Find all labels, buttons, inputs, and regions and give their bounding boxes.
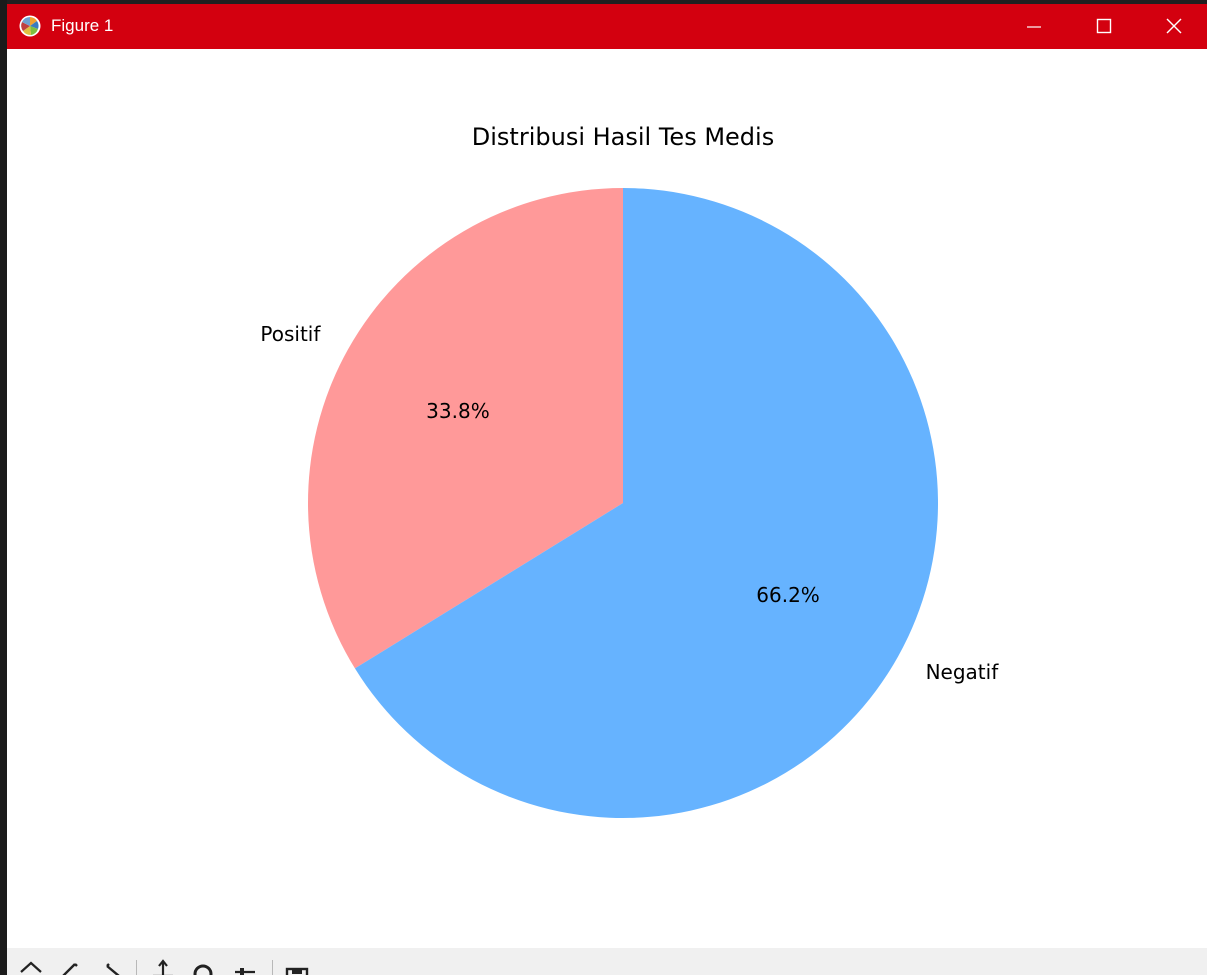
maximize-button[interactable] (1069, 4, 1139, 49)
slice-label-positif: Positif (260, 322, 321, 346)
slice-percent-negatif: 66.2% (756, 583, 820, 607)
slice-label-negatif: Negatif (926, 660, 1000, 684)
pie-chart: Distribusi Hasil Tes Medis Positif 33.8% N… (260, 123, 1000, 818)
pan-icon[interactable] (149, 958, 177, 975)
slice-percent-positif: 33.8% (426, 399, 490, 423)
title-bar[interactable]: Figure 1 (7, 4, 1207, 49)
back-icon[interactable] (57, 958, 85, 975)
pie-slice-positif (308, 188, 623, 669)
desktop-background-left (0, 0, 7, 975)
navigation-toolbar (7, 948, 1207, 975)
matplotlib-logo-icon (19, 15, 41, 37)
desktop-background-top (0, 0, 1207, 4)
close-icon (1166, 18, 1182, 34)
figure-canvas[interactable]: Distribusi Hasil Tes Medis Positif 33.8% N… (7, 49, 1207, 948)
close-button[interactable] (1139, 4, 1207, 49)
forward-icon[interactable] (99, 958, 127, 975)
maximize-icon (1096, 18, 1112, 34)
pie-slice-negatif (354, 188, 938, 818)
toolbar-separator (272, 960, 273, 975)
figure-window: Figure 1 Distribusi Hasil Tes Medis Posi… (7, 4, 1207, 975)
save-icon[interactable] (283, 958, 311, 975)
toolbar-separator (136, 960, 137, 975)
window-title: Figure 1 (51, 16, 114, 35)
chart-title: Distribusi Hasil Tes Medis (472, 123, 774, 151)
minimize-icon (1027, 26, 1041, 28)
minimize-button[interactable] (999, 4, 1069, 49)
zoom-icon[interactable] (189, 958, 217, 975)
home-icon[interactable] (17, 958, 45, 975)
configure-subplots-icon[interactable] (231, 958, 259, 975)
